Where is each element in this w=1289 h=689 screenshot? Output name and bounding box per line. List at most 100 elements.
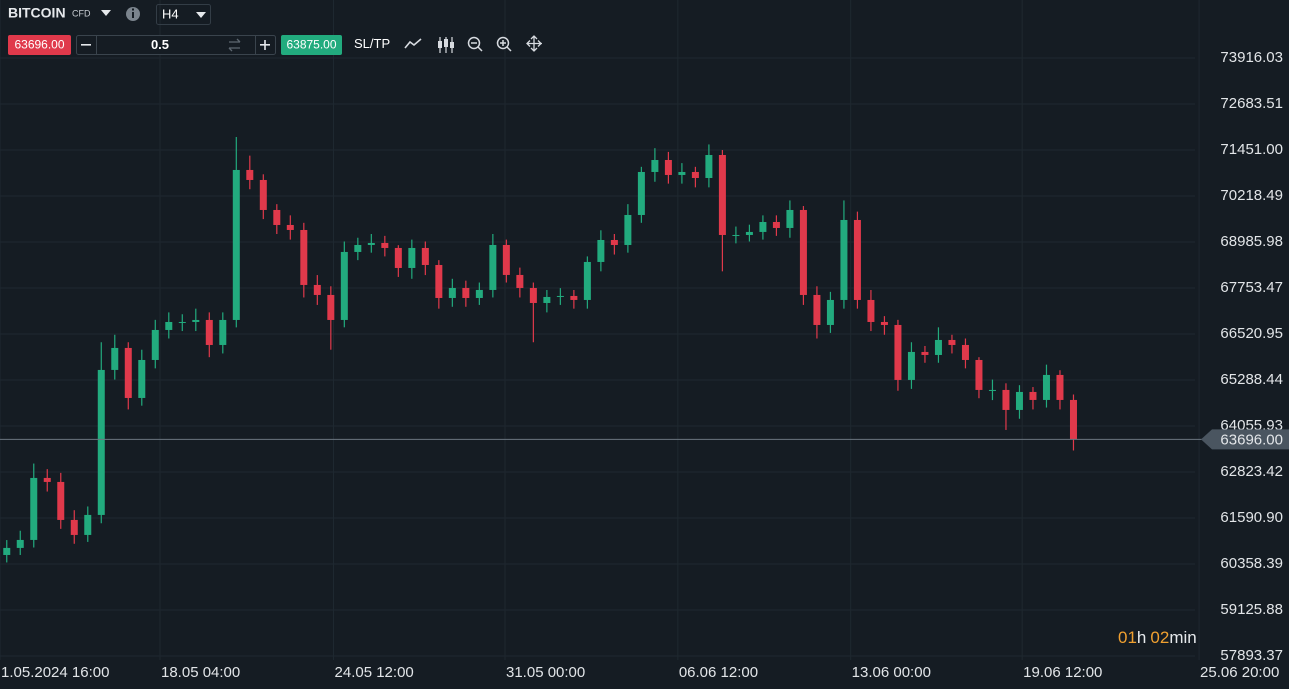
candle-body [84,514,92,535]
candle-body [570,295,578,300]
candle-body [354,244,362,252]
candle-body [165,321,173,330]
minus-icon[interactable] [81,44,91,46]
candle-body [313,284,321,295]
pan-icon[interactable] [526,35,542,52]
info-icon-dot [132,8,134,11]
candle-body [421,247,429,265]
candle-body [691,171,699,178]
sell-price[interactable]: 63696.00 [14,38,64,52]
candle-body [556,295,564,297]
candle-body [124,347,132,398]
y-tick-label: 67753.47 [1220,279,1283,296]
candle-body [300,229,308,285]
candle-body [448,287,456,298]
candle-body [327,294,335,320]
symbol[interactable]: BITCOIN [8,5,66,21]
candle-body [826,299,834,325]
candle-body [988,389,996,391]
candle-body [664,160,672,175]
x-tick-label: 31.05 00:00 [506,664,585,681]
candle-body [948,339,956,345]
y-tick-label: 71451.00 [1220,141,1283,158]
candle-body [138,359,146,398]
candle-body [1029,391,1037,400]
candle-body [475,289,483,298]
candle-body [340,251,348,320]
candle-body [853,219,861,300]
candle-body [583,261,591,300]
candle-body [637,171,645,215]
candle-body [907,351,915,380]
zoom-in-icon [500,40,512,52]
candle-body [921,351,929,355]
quantity[interactable]: 0.5 [151,37,169,52]
y-tick-label: 62823.42 [1220,463,1283,480]
candle-body [151,329,159,360]
candle-body [1042,374,1050,400]
timeframe-box[interactable] [156,4,211,25]
candle-body [1056,374,1064,400]
candle-body [772,221,780,228]
candle-body [961,344,969,360]
x-tick-label: 1.05.2024 16:00 [1,664,109,681]
candle-body [286,224,294,230]
candle-icon [450,42,454,48]
x-tick-label: 24.05 12:00 [335,664,414,681]
axes: 73916.03 72683.51 71451.00 70218.49 68985.98… [0,49,1289,681]
sell-button[interactable] [8,35,71,55]
y-tick-label: 60358.39 [1220,555,1283,572]
quantity-field[interactable] [76,35,276,55]
timer-hours: 01 [1118,628,1137,647]
timeframe-dropdown[interactable] [196,12,206,18]
zoom-in-icon[interactable] [496,36,510,50]
buy-button[interactable] [281,35,342,55]
swap-icon[interactable] [228,38,241,52]
last-price-label: 63696.00 [1220,431,1283,448]
candle-body [543,296,551,303]
zoom-out-icon[interactable] [467,36,481,50]
candle-body [516,274,524,288]
candle-body [610,239,618,245]
candle-body [3,547,11,555]
y-tick-label: 70218.49 [1220,187,1283,204]
symbol-dropdown[interactable] [101,10,111,16]
candle-body [178,321,186,323]
candle-body [840,219,848,300]
candle-body [435,264,443,298]
candle-body [43,477,51,482]
timeframe[interactable]: H4 [162,6,179,21]
candle-body [192,319,200,322]
y-tick-label: 72683.51 [1220,95,1283,112]
candle-body [219,319,227,345]
y-tick-label: 57893.37 [1220,647,1283,664]
candle-body [30,477,38,540]
candle-body [651,160,659,172]
info-icon-bar [132,12,134,18]
candle-body [745,231,753,235]
candle-body [205,319,213,345]
last-price-tag [1201,429,1289,450]
y-tick-label: 68985.98 [1220,233,1283,250]
x-tick-label: 18.05 04:00 [161,664,240,681]
sltp-button[interactable]: SL/TP [354,36,390,51]
toolbar-top: BITCOIN CFD H4 [8,4,211,25]
buy-price[interactable]: 63875.00 [286,38,336,52]
candle-body [759,221,767,232]
line-chart-icon[interactable] [404,38,422,49]
candle-body [97,369,105,515]
plus-icon[interactable] [264,40,266,50]
grid [0,0,1200,660]
candle-body [705,155,713,178]
timer-minutes: 02 [1150,628,1169,647]
candle-body [232,169,240,320]
candle-body [1015,391,1023,410]
order-bar: 63696.00 0.5 63875.00 SL/TP [8,35,542,55]
candle-body [678,171,686,175]
candles [3,136,1077,563]
candle-body [894,324,902,380]
candle-body [259,179,267,210]
candle-icon [438,41,442,48]
x-tick-label: 25.06 20:00 [1200,664,1279,681]
